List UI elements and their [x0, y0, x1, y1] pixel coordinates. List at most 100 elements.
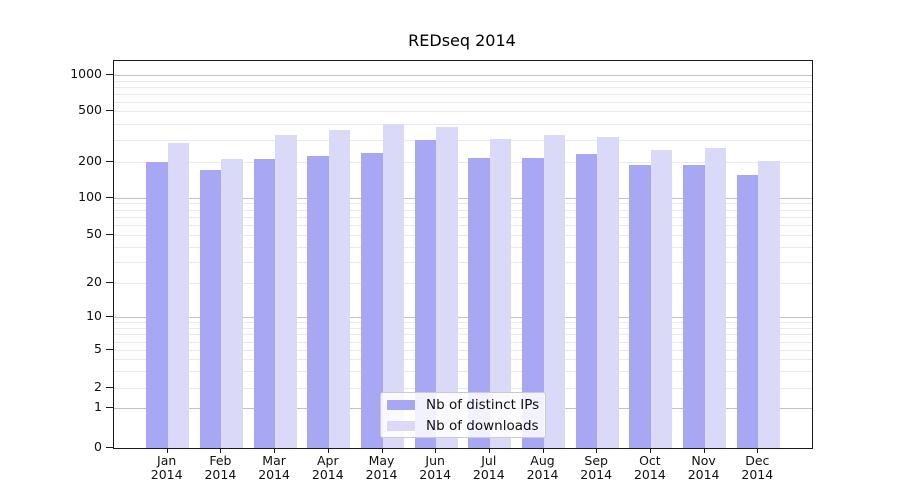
minor-gridline — [114, 387, 812, 389]
y-tick-label: 100 — [78, 188, 102, 204]
x-tick-label: May 2014 — [365, 453, 398, 482]
y-tick-label: 0 — [94, 439, 102, 454]
legend-item-distinct-ips: Nb of distinct IPs — [387, 397, 545, 413]
x-tick — [703, 448, 705, 453]
bar-nb-of-downloads-apr — [328, 130, 351, 448]
minor-gridline — [114, 327, 812, 329]
y-tick — [106, 316, 113, 317]
legend: Nb of distinct IPs Nb of downloads — [380, 392, 546, 438]
y-tick-label: 50 — [86, 226, 102, 241]
minor-gridline — [114, 111, 812, 113]
y-tick — [106, 74, 113, 75]
bar-nb-of-downloads-dec — [758, 160, 780, 448]
minor-gridline — [114, 261, 812, 263]
major-gridline — [114, 197, 812, 199]
x-tick-label: Jun 2014 — [419, 453, 452, 482]
x-tick-label: Sep 2014 — [580, 453, 613, 482]
x-tick — [649, 448, 651, 453]
bar-nb-of-distinct-ips-jun — [414, 139, 437, 448]
bar-nb-of-downloads-nov — [704, 147, 727, 448]
x-tick — [488, 448, 490, 453]
plot-area: Nb of distinct IPs Nb of downloads — [113, 60, 813, 449]
bar-nb-of-distinct-ips-feb — [199, 170, 222, 448]
y-tick-label: 200 — [78, 153, 102, 168]
x-tick-label: Jan 2014 — [150, 453, 183, 482]
bar-nb-of-distinct-ips-dec — [736, 175, 759, 448]
y-tick-label: 2 — [94, 378, 102, 394]
minor-gridline — [114, 282, 812, 284]
minor-gridline — [114, 371, 812, 373]
y-tick-label: 500 — [78, 102, 102, 118]
y-tick — [106, 386, 113, 388]
major-gridline — [114, 75, 812, 76]
x-tick — [327, 448, 329, 453]
bar-nb-of-distinct-ips-apr — [307, 155, 329, 448]
y-tick — [106, 447, 113, 448]
bar-nb-of-downloads-sep — [597, 136, 619, 448]
minor-gridline — [114, 209, 812, 211]
x-tick-label: Mar 2014 — [258, 453, 290, 482]
minor-gridline — [114, 246, 812, 248]
legend-label-distinct-ips: Nb of distinct IPs — [426, 396, 540, 413]
y-tick — [106, 349, 113, 351]
bar-nb-of-distinct-ips-jan — [146, 162, 168, 448]
minor-gridline — [114, 216, 812, 218]
y-tick — [106, 281, 113, 283]
bar-nb-of-distinct-ips-oct — [629, 164, 651, 448]
y-tick — [106, 407, 113, 409]
bar-nb-of-distinct-ips-sep — [575, 154, 598, 448]
bar-nb-of-downloads-may — [382, 123, 404, 448]
chart-title: REDseq 2014 — [408, 31, 516, 50]
y-tick — [106, 110, 113, 112]
x-tick-label: Dec 2014 — [741, 453, 774, 482]
x-tick — [757, 448, 759, 453]
x-tick — [166, 448, 168, 453]
x-tick-label: Feb 2014 — [204, 453, 237, 482]
minor-gridline — [114, 203, 812, 205]
y-tick — [106, 196, 113, 198]
x-tick-label: Aug 2014 — [526, 453, 559, 482]
x-tick-label: Jul 2014 — [472, 453, 505, 482]
minor-gridline — [114, 80, 812, 82]
minor-gridline — [114, 93, 812, 95]
major-gridline — [114, 317, 812, 318]
x-tick — [220, 448, 222, 453]
y-tick-label: 5 — [94, 341, 102, 357]
bar-nb-of-downloads-aug — [543, 135, 565, 448]
y-tick — [106, 234, 113, 235]
bar-nb-of-downloads-jun — [436, 127, 458, 448]
y-tick — [106, 161, 113, 162]
legend-swatch-distinct-ips — [387, 399, 415, 410]
minor-gridline — [114, 123, 812, 125]
y-tick-label: 1 — [94, 399, 102, 415]
legend-label-downloads: Nb of downloads — [426, 417, 539, 434]
minor-gridline — [114, 101, 812, 103]
x-tick — [381, 448, 383, 453]
minor-gridline — [114, 86, 812, 88]
minor-gridline — [114, 162, 812, 163]
bar-nb-of-distinct-ips-may — [361, 153, 383, 448]
x-tick-label: Apr 2014 — [311, 453, 344, 482]
x-tick — [274, 448, 276, 453]
y-tick-label: 1000 — [70, 66, 102, 81]
legend-item-downloads: Nb of downloads — [387, 418, 545, 434]
bar-nb-of-downloads-oct — [650, 149, 673, 448]
x-tick-label: Oct 2014 — [633, 453, 666, 482]
legend-swatch-downloads — [387, 420, 415, 431]
minor-gridline — [114, 322, 812, 324]
minor-gridline — [114, 359, 812, 361]
minor-gridline — [114, 235, 812, 236]
minor-gridline — [114, 350, 812, 352]
bar-nb-of-downloads-feb — [221, 159, 243, 448]
x-tick — [596, 448, 598, 453]
x-tick — [542, 448, 544, 453]
minor-gridline — [114, 334, 812, 336]
x-tick — [435, 448, 437, 453]
bar-nb-of-downloads-jan — [167, 143, 190, 448]
y-tick-label: 20 — [86, 273, 102, 289]
bar-nb-of-distinct-ips-jul — [468, 158, 490, 448]
minor-gridline — [114, 225, 812, 227]
minor-gridline — [114, 139, 812, 141]
bar-nb-of-downloads-jul — [489, 138, 512, 448]
